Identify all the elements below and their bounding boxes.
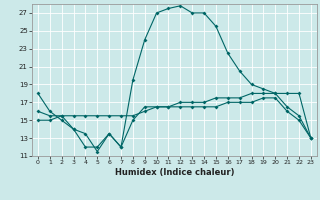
X-axis label: Humidex (Indice chaleur): Humidex (Indice chaleur) [115,168,234,177]
